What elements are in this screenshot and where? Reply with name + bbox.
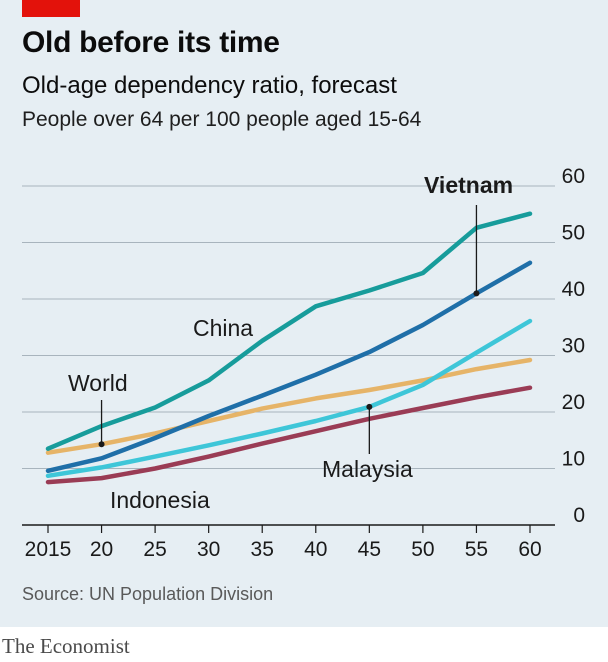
- x-tick-label: 40: [304, 538, 327, 561]
- leader-dot-world: [98, 441, 105, 448]
- brand-wordmark: The Economist: [2, 634, 130, 658]
- chart-title: Old before its time: [22, 26, 280, 59]
- series-label-indonesia: Indonesia: [110, 487, 210, 513]
- x-tick-label: 2015: [25, 538, 72, 561]
- x-tick-label: 50: [411, 538, 434, 561]
- x-tick-label: 55: [465, 538, 488, 561]
- y-tick-label: 60: [562, 165, 585, 188]
- series-lines: [45, 211, 533, 485]
- x-tick-label: 60: [518, 538, 541, 561]
- series-line-malaysia: [45, 318, 533, 479]
- y-tick-label: 10: [562, 448, 585, 471]
- x-tick-label: 35: [251, 538, 274, 561]
- y-tick-label: 20: [562, 391, 585, 414]
- series-label-world: World: [68, 370, 128, 396]
- leader-dot-malaysia: [366, 403, 373, 410]
- series-labels: China Vietnam World Malaysia Indonesia: [68, 172, 513, 513]
- y-tick-label: 30: [562, 335, 585, 358]
- gridlines: [22, 185, 555, 469]
- chart-subtitle: Old-age dependency ratio, forecast: [22, 72, 397, 99]
- series-line-vietnam: [45, 260, 533, 474]
- y-tick-label: 40: [562, 278, 585, 301]
- leader-dot-vietnam: [473, 290, 480, 297]
- source-note: Source: UN Population Division: [22, 584, 274, 604]
- x-tick-label: 30: [197, 538, 220, 561]
- series-line-indonesia: [45, 385, 533, 485]
- series-line-china: [45, 211, 533, 451]
- x-tick-label: 45: [358, 538, 381, 561]
- y-tick-label: 0: [573, 504, 585, 527]
- series-label-malaysia: Malaysia: [322, 456, 413, 482]
- chart-unit-line: People over 64 per 100 people aged 15-64: [22, 108, 422, 131]
- x-tick-label: 25: [143, 538, 166, 561]
- series-label-vietnam: Vietnam: [424, 172, 513, 198]
- series-label-china: China: [193, 315, 253, 341]
- series-line-world: [45, 357, 533, 455]
- line-chart: 0 10 20 30 40 50 60 2015 20 25 30 35 40 45 50 55 60 Chin…: [22, 165, 585, 561]
- brand-red-tag: [22, 0, 80, 17]
- y-tick-label: 50: [562, 222, 585, 245]
- x-tick-label: 20: [90, 538, 113, 561]
- axes: 0 10 20 30 40 50 60 2015 20 25 30 35 40 45 50 55 60: [22, 165, 585, 561]
